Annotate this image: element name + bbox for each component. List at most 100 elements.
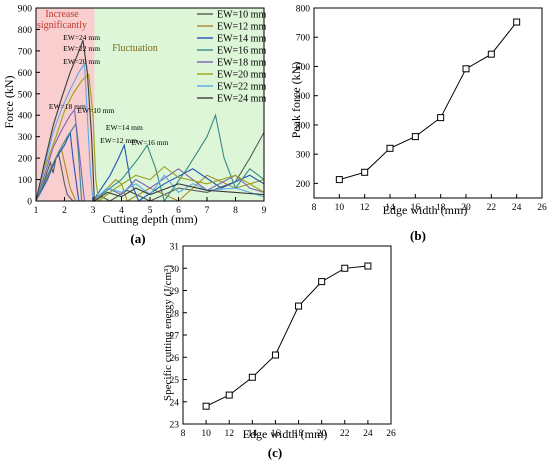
panel-a-ytick-label: 600 <box>18 69 33 79</box>
panel-a-series-line-7 <box>35 40 265 202</box>
panel-a-annotation: EW=16 mm <box>132 138 169 147</box>
panel-b-peak-force: 8 10 12 14 16 18 20 22 24 26 200 300 400 500 600 700 800… <box>289 5 547 244</box>
panel-a-series-line-3 <box>35 113 265 203</box>
panel-c-ytick-label: 31 <box>170 243 180 253</box>
panel-c-xlabel: Edge width (mm) <box>243 427 328 441</box>
panel-b-xtick-label: 10 <box>335 203 345 213</box>
panel-a-xtick-label: 8 <box>233 206 238 216</box>
panel-a-ytick-label: 200 <box>18 155 33 165</box>
panel-a-legend-entry: EW=18 mm <box>217 58 266 69</box>
panel-b-data-point <box>411 133 419 141</box>
panel-c-data-point <box>318 278 326 286</box>
panel-a-legend-entry: EW=20 mm <box>217 70 266 81</box>
panel-a-legend-entry: EW=12 mm <box>217 22 266 33</box>
panel-b-data-point <box>437 114 445 122</box>
panel-c-data-point <box>248 373 256 381</box>
panel-b-label: (b) <box>410 228 426 243</box>
panel-b-xtick-label: 20 <box>461 203 471 213</box>
panel-a-ytick-label: 700 <box>18 47 33 57</box>
panel-c-plot-frame <box>182 245 392 425</box>
panel-c-ytick-label: 28 <box>170 309 180 319</box>
panel-a-xtick-label: 6 <box>176 206 181 216</box>
panel-c-data-point <box>295 302 303 310</box>
panel-a-ytick-label: 400 <box>18 112 33 122</box>
panel-a-region-increase <box>36 8 95 201</box>
panel-b-data-point <box>462 65 470 73</box>
panel-c-ytick-label: 29 <box>170 287 180 297</box>
panel-c-xtick-label: 8 <box>181 429 186 439</box>
panel-a-ytick-label: 0 <box>27 198 32 208</box>
panel-c-data-point <box>341 264 349 272</box>
panel-b-xtick-label: 26 <box>537 203 547 213</box>
panel-c-xtick-label: 12 <box>224 429 234 439</box>
panel-c-data-point <box>225 391 233 399</box>
panel-a-annotation: EW=12 mm <box>100 136 137 145</box>
panel-a-ytick-label: 100 <box>18 176 33 186</box>
panel-b-xtick-label: 24 <box>512 203 522 213</box>
panel-b-xtick-label: 12 <box>360 203 370 213</box>
panel-c-data-point <box>271 351 279 359</box>
panel-a-ytick-label: 300 <box>18 133 33 143</box>
panel-a-legend-entry: EW=16 mm <box>217 46 266 57</box>
panel-c-xtick-label: 20 <box>317 429 327 439</box>
panel-c-ytick-label: 24 <box>170 398 180 408</box>
panel-a-ytick-label: 800 <box>18 26 33 36</box>
panel-c-ytick-label: 26 <box>170 354 180 364</box>
panel-b-ylabel: Peak force (kN) <box>289 62 303 139</box>
panel-b-xtick-label: 16 <box>411 203 421 213</box>
panel-b-plot-frame <box>313 7 543 199</box>
panel-a-label: (a) <box>130 231 145 246</box>
panel-a-legend-entry: EW=14 mm <box>217 34 266 45</box>
panel-a-force-vs-depth: 1 2 3 4 5 6 7 8 9 0 100 200 300 400 500 600 700 800 900 In… <box>2 5 267 247</box>
panel-a-ytick-label: 500 <box>18 90 33 100</box>
panel-c-data-point <box>364 262 372 270</box>
panel-b-ytick-label: 200 <box>296 180 311 190</box>
panel-c-xtick-label: 14 <box>248 429 258 439</box>
panel-b-ytick-label: 500 <box>296 92 311 102</box>
panel-b-data-point <box>386 144 394 152</box>
panel-c-xtick-label: 22 <box>340 429 350 439</box>
panel-b-ytick-label: 700 <box>296 34 311 44</box>
panel-b-ytick-label: 300 <box>296 151 311 161</box>
panel-a-annotation: EW=14 mm <box>106 123 143 132</box>
panel-a-series-line-2 <box>35 130 265 202</box>
panel-a-annotation: EW=10 mm <box>77 106 114 115</box>
panel-b-ytick-label: 400 <box>296 121 311 131</box>
panel-c-xtick-label: 16 <box>271 429 281 439</box>
panel-b-series-line <box>339 21 518 181</box>
panel-b-xtick-label: 22 <box>487 203 497 213</box>
panel-b-data-point <box>513 18 521 26</box>
panel-a-xtick-label: 9 <box>262 206 267 216</box>
panel-a-ylabel: Force (kN) <box>2 76 16 129</box>
panel-c-xtick-label: 10 <box>201 429 211 439</box>
panel-a-legend-entry: EW=22 mm <box>217 82 266 93</box>
panel-c-label: (c) <box>268 445 282 460</box>
panel-a-xlabel: Cutting depth (mm) <box>102 212 197 226</box>
panel-c-ylabel: Specific cutting energy (J/cm³) <box>162 265 174 401</box>
panel-c-xtick-label: 24 <box>363 429 373 439</box>
panel-b-ytick-label: 600 <box>296 63 311 73</box>
panel-c-xtick-label: 18 <box>294 429 304 439</box>
panel-a-annotation: EW=20 mm <box>63 57 100 66</box>
panel-b-data-point <box>361 168 369 176</box>
panel-b-xtick-label: 18 <box>436 203 446 213</box>
panel-b-xtick-label: 14 <box>385 203 395 213</box>
panel-c-specific-energy: 8 10 12 14 16 18 20 22 24 26 23 24 25 26 27 28 29 30 31 Ed… <box>162 243 396 461</box>
panel-a-xtick-label: 3 <box>91 206 96 216</box>
panel-b-xlabel: Edge width (mm) <box>383 203 468 217</box>
panel-a-xtick-label: 1 <box>34 206 39 216</box>
panel-a-xtick-label: 2 <box>62 206 67 216</box>
panel-a-legend-entry: EW=24 mm <box>217 94 266 105</box>
panel-c-ytick-label: 30 <box>170 265 180 275</box>
panel-b-data-point <box>335 176 343 184</box>
panel-c-ytick-label: 23 <box>170 421 180 431</box>
panel-b-ytick-label: 800 <box>296 5 311 15</box>
panel-a-region-label-increase: Increase <box>45 9 79 20</box>
panel-c-xtick-label: 26 <box>386 429 396 439</box>
panel-c-ytick-label: 27 <box>170 332 180 342</box>
panel-a-xtick-label: 4 <box>119 206 124 216</box>
panel-a-xtick-label: 7 <box>205 206 210 216</box>
panel-a-xtick-label: 5 <box>148 206 153 216</box>
